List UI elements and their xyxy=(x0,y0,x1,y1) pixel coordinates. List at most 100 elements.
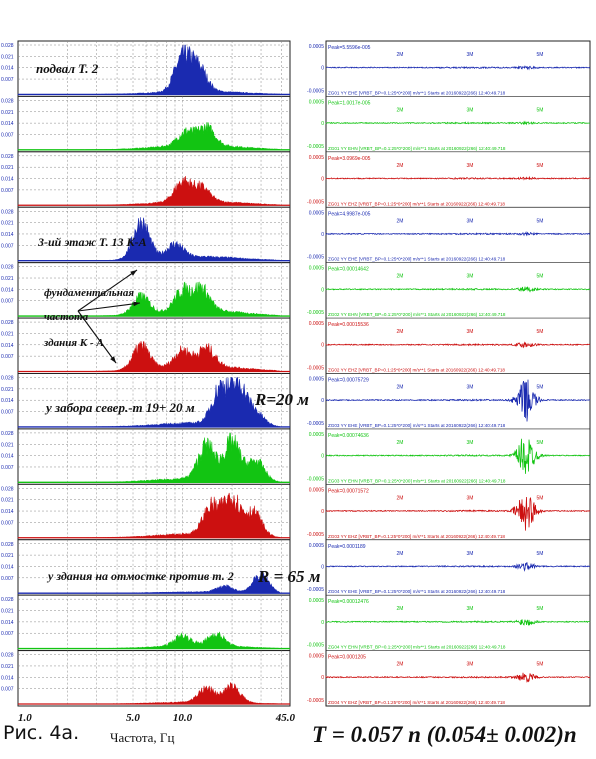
time-tick-label: 5M xyxy=(537,606,544,612)
time-tick-label: 5M xyxy=(537,218,544,224)
peak-value: Peak=0.0001205 xyxy=(328,655,366,661)
trace-label: ZG02 YY EHZ [VRBT_BP=0.1:25*0*200] m/s**… xyxy=(328,368,505,373)
x-tick-label: 10.0 xyxy=(173,712,193,724)
trace-label: ZG04 YY EHN [VRBT_BP=0.1:25*0*200] m/s**… xyxy=(328,645,506,650)
y-tick-label: 0.028 xyxy=(1,597,14,603)
y-tick-label: -0.0005 xyxy=(307,255,324,261)
y-tick-label: 0.021 xyxy=(1,442,14,448)
y-tick-label: -0.0005 xyxy=(307,532,324,538)
annotation-label: R=20 м xyxy=(254,390,309,409)
arrow-head xyxy=(133,301,140,307)
trace-label: ZG04 YY EHZ [VRBT_BP=0.1:25*0*200] m/s**… xyxy=(328,700,505,705)
time-tick-label: 3M xyxy=(467,163,474,169)
seismogram-trace xyxy=(325,672,591,683)
y-tick-label: 0.021 xyxy=(1,553,14,559)
annotation-label: у здания на отмостке против т. 2 xyxy=(46,569,234,583)
y-tick-label: 0 xyxy=(321,454,324,460)
time-tick-label: 5M xyxy=(537,274,544,280)
y-tick-label: 0.021 xyxy=(1,110,14,116)
y-tick-label: 0.007 xyxy=(1,631,14,637)
y-tick-label: 0.028 xyxy=(1,431,14,437)
y-tick-label: 0.014 xyxy=(1,66,14,72)
time-tick-label: 2M xyxy=(397,274,404,280)
y-tick-label: 0.028 xyxy=(1,43,14,49)
y-tick-label: 0 xyxy=(321,509,324,515)
time-tick-label: 5M xyxy=(537,551,544,557)
time-tick-label: 3M xyxy=(467,274,474,280)
y-tick-label: 0.014 xyxy=(1,232,14,238)
time-tick-label: 5M xyxy=(537,440,544,446)
y-tick-label: 0.028 xyxy=(1,542,14,548)
time-tick-label: 3M xyxy=(467,551,474,557)
y-tick-label: -0.0005 xyxy=(307,310,324,316)
spectrum-panel xyxy=(17,95,291,153)
time-tick-label: 3M xyxy=(467,385,474,391)
time-tick-label: 5M xyxy=(537,107,544,113)
y-tick-label: 0.014 xyxy=(1,454,14,460)
peak-value: Peak=0.00075729 xyxy=(328,378,369,384)
y-tick-label: 0.007 xyxy=(1,77,14,83)
y-tick-label: 0 xyxy=(321,564,324,570)
time-tick-label: 2M xyxy=(397,551,404,557)
y-tick-label: 0.028 xyxy=(1,486,14,492)
y-tick-label: 0.021 xyxy=(1,387,14,393)
y-tick-label: 0.021 xyxy=(1,221,14,227)
y-tick-label: 0 xyxy=(321,176,324,182)
y-tick-label: -0.0005 xyxy=(307,698,324,704)
y-tick-label: 0.007 xyxy=(1,576,14,582)
x-tick-label: 1.0 xyxy=(18,712,32,724)
peak-value: Peak=0.0001189 xyxy=(328,544,366,550)
seismogram-trace xyxy=(325,379,591,422)
annotation-label: здания К - А xyxy=(43,337,104,349)
time-tick-label: 2M xyxy=(397,52,404,58)
time-tick-label: 2M xyxy=(397,218,404,224)
trace-label: ZG02 YY EHE [VRBT_BP=0.1:25*0*200] m/s**… xyxy=(328,257,506,262)
trace-label: ZG01 YY EHZ [VRBT_BP=0.1:25*0*200] m/s**… xyxy=(328,201,505,206)
y-tick-label: 0.014 xyxy=(1,675,14,681)
peak-value: Peak=5.5596e-005 xyxy=(328,45,371,51)
seismogram-trace xyxy=(325,496,591,531)
axis-caption: Частота, Гц xyxy=(110,730,175,745)
trace-label: ZG03 YY EHE [VRBT_BP=0.1:25*0*200] m/s**… xyxy=(328,423,506,428)
annotation-label: у забора север.-т 19+ 20 м xyxy=(44,400,195,415)
y-tick-label: 0.021 xyxy=(1,331,14,337)
y-tick-label: 0.021 xyxy=(1,609,14,615)
y-tick-label: 0.028 xyxy=(1,209,14,215)
peak-value: Peak=0.00012476 xyxy=(328,599,369,605)
time-tick-label: 5M xyxy=(537,385,544,391)
y-tick-label: 0 xyxy=(321,66,324,72)
seismogram-trace xyxy=(325,230,591,237)
time-tick-label: 3M xyxy=(467,329,474,335)
time-tick-label: 2M xyxy=(397,107,404,113)
y-tick-label: 0.021 xyxy=(1,664,14,670)
y-tick-label: 0.021 xyxy=(1,498,14,504)
seismogram-trace xyxy=(325,286,591,293)
annotation-arrow xyxy=(77,310,117,364)
y-tick-label: 0.0005 xyxy=(309,654,325,660)
y-tick-label: 0.028 xyxy=(1,320,14,326)
y-tick-label: 0 xyxy=(321,620,324,626)
seismogram-trace xyxy=(325,562,591,572)
y-tick-label: 0.0005 xyxy=(309,377,325,383)
y-tick-label: -0.0005 xyxy=(307,199,324,205)
time-tick-label: 5M xyxy=(537,662,544,668)
time-tick-label: 3M xyxy=(467,440,474,446)
time-tick-label: 2M xyxy=(397,495,404,501)
y-tick-label: -0.0005 xyxy=(307,587,324,593)
time-tick-label: 2M xyxy=(397,163,404,169)
seismogram-trace xyxy=(325,619,591,626)
y-tick-label: 0.007 xyxy=(1,299,14,305)
annotation-label: фундаментальная xyxy=(44,287,134,299)
time-tick-label: 2M xyxy=(397,440,404,446)
time-tick-label: 5M xyxy=(537,495,544,501)
time-tick-label: 3M xyxy=(467,662,474,668)
spectrum-panel xyxy=(17,40,291,97)
y-tick-label: 0.007 xyxy=(1,687,14,693)
y-tick-label: 0.014 xyxy=(1,509,14,515)
peak-value: Peak=3.0969e-005 xyxy=(328,156,371,162)
y-tick-label: 0.028 xyxy=(1,154,14,160)
y-tick-label: 0.014 xyxy=(1,564,14,570)
y-tick-label: 0.0005 xyxy=(309,44,325,50)
y-tick-label: -0.0005 xyxy=(307,88,324,94)
